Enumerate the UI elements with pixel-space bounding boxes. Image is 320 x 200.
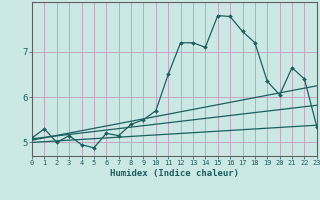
X-axis label: Humidex (Indice chaleur): Humidex (Indice chaleur) (110, 169, 239, 178)
